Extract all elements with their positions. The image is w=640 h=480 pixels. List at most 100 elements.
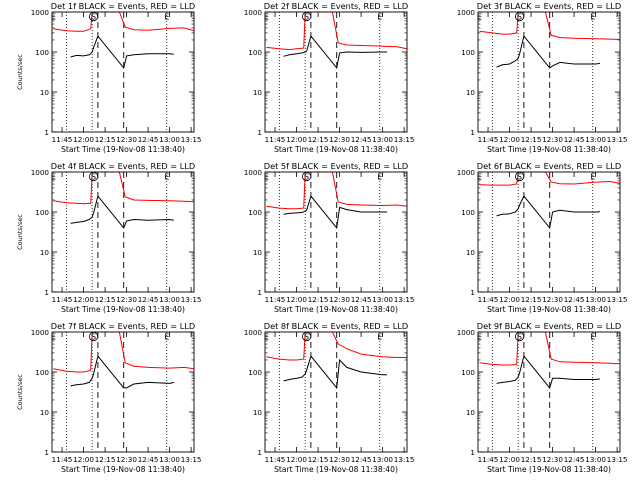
y-tick-label: 100 — [248, 208, 262, 217]
event-rate-line — [496, 195, 600, 230]
panel-title: Det 9f BLACK = Events, RED = LLD — [477, 321, 621, 331]
x-tick-label: 12:15 — [521, 455, 542, 464]
x-axis-label: Start Time (19-Nov-08 11:38:40) — [487, 145, 611, 154]
x-tick-label: 12:15 — [95, 455, 116, 464]
x-tick-label: 13:15 — [607, 295, 628, 304]
y-tick-label: 1 — [470, 448, 475, 457]
plot-frame — [477, 331, 621, 453]
x-axis-label: Start Time (19-Nov-08 11:38:40) — [274, 145, 398, 154]
x-tick-label: 13:15 — [181, 135, 202, 144]
x-tick-label: 12:45 — [351, 295, 372, 304]
x-tick-label: 12:45 — [138, 295, 159, 304]
x-tick-label: 12:00 — [499, 135, 520, 144]
event-marker-label: E — [51, 173, 56, 182]
x-tick-label: 13:00 — [159, 455, 180, 464]
event-marker-label: E — [477, 173, 482, 182]
y-tick-label: 10 — [253, 88, 263, 97]
x-tick-label: 12:00 — [73, 455, 94, 464]
x-tick-label: 11:45 — [52, 455, 73, 464]
y-tick-label: 1 — [44, 448, 49, 457]
event-rate-line — [70, 355, 175, 389]
x-tick-label: 12:45 — [351, 455, 372, 464]
event-marker-label: E — [51, 333, 56, 342]
detector-panel: Det 4f BLACK = Events, RED = LLD Start Ti… — [16, 161, 201, 314]
event-rate-line — [70, 195, 174, 229]
y-tick-label: 1 — [470, 288, 475, 297]
x-tick-label: 12:15 — [308, 455, 329, 464]
event-marker-label: E — [164, 13, 169, 22]
plot-frame — [51, 331, 195, 453]
x-tick-label: 12:45 — [138, 135, 159, 144]
x-tick-label: 12:15 — [521, 135, 542, 144]
plot-frame — [477, 11, 621, 133]
event-marker-label: S — [517, 173, 522, 182]
event-rate-line — [70, 35, 174, 69]
event-marker-label: S — [304, 333, 309, 342]
y-tick-label: 1000 — [457, 168, 476, 177]
detector-panel: Det 9f BLACK = Events, RED = LLD Start Ti… — [457, 321, 628, 474]
x-tick-label: 13:00 — [372, 135, 393, 144]
event-marker-label: S — [91, 333, 96, 342]
x-tick-label: 11:45 — [478, 455, 499, 464]
x-tick-label: 13:00 — [372, 455, 393, 464]
y-axis-label: Counts/sec — [16, 374, 24, 410]
event-marker-label: E — [477, 333, 482, 342]
detector-panel: Det 3f BLACK = Events, RED = LLD Start Ti… — [457, 1, 628, 154]
y-tick-label: 1 — [44, 288, 49, 297]
event-marker-label: E — [164, 333, 169, 342]
x-tick-label: 11:45 — [52, 295, 73, 304]
x-tick-label: 13:15 — [607, 455, 628, 464]
event-marker-label: E — [590, 333, 595, 342]
y-axis-label: Counts/sec — [16, 54, 24, 90]
x-tick-label: 12:30 — [329, 455, 350, 464]
y-tick-label: 1000 — [244, 168, 263, 177]
x-tick-label: 12:45 — [138, 455, 159, 464]
y-tick-label: 10 — [466, 248, 476, 257]
plot-frame — [477, 171, 621, 293]
x-tick-label: 12:30 — [542, 135, 563, 144]
event-rate-line — [496, 35, 600, 69]
y-tick-label: 1000 — [457, 328, 476, 337]
x-tick-label: 11:45 — [52, 135, 73, 144]
x-axis-label: Start Time (19-Nov-08 11:38:40) — [487, 305, 611, 314]
y-tick-label: 100 — [35, 48, 49, 57]
x-tick-label: 12:15 — [95, 135, 116, 144]
plot-frame — [264, 171, 408, 293]
y-tick-label: 100 — [461, 208, 475, 217]
event-marker-label: E — [164, 173, 169, 182]
x-tick-label: 13:00 — [372, 295, 393, 304]
detector-panel: Det 8f BLACK = Events, RED = LLD Start Ti… — [244, 321, 415, 474]
y-tick-label: 100 — [461, 48, 475, 57]
y-tick-label: 1 — [257, 288, 262, 297]
y-tick-label: 10 — [466, 408, 476, 417]
y-tick-label: 10 — [40, 408, 50, 417]
y-tick-label: 100 — [461, 368, 475, 377]
event-marker-label: S — [517, 333, 522, 342]
x-tick-label: 12:30 — [329, 135, 350, 144]
x-axis-label: Start Time (19-Nov-08 11:38:40) — [61, 465, 185, 474]
x-tick-label: 13:00 — [159, 295, 180, 304]
y-tick-label: 10 — [40, 88, 50, 97]
x-tick-label: 13:15 — [394, 295, 415, 304]
detector-panel: Det 2f BLACK = Events, RED = LLD Start Ti… — [244, 1, 415, 154]
x-tick-label: 12:30 — [542, 295, 563, 304]
x-tick-label: 13:00 — [585, 295, 606, 304]
x-tick-label: 13:15 — [181, 455, 202, 464]
x-tick-label: 12:45 — [351, 135, 372, 144]
panel-title: Det 3f BLACK = Events, RED = LLD — [477, 1, 621, 11]
y-tick-label: 100 — [248, 48, 262, 57]
x-tick-label: 12:15 — [521, 295, 542, 304]
event-marker-label: E — [377, 333, 382, 342]
detector-panel: Det 7f BLACK = Events, RED = LLD Start Ti… — [16, 321, 201, 474]
event-rate-line — [283, 355, 387, 390]
panel-title: Det 2f BLACK = Events, RED = LLD — [264, 1, 408, 11]
x-tick-label: 11:45 — [265, 295, 286, 304]
y-tick-label: 1000 — [31, 8, 50, 17]
x-tick-label: 12:00 — [286, 135, 307, 144]
y-tick-label: 1 — [257, 128, 262, 137]
x-tick-label: 13:00 — [585, 455, 606, 464]
plot-frame — [264, 11, 408, 133]
y-tick-label: 100 — [35, 208, 49, 217]
event-marker-label: E — [377, 173, 382, 182]
